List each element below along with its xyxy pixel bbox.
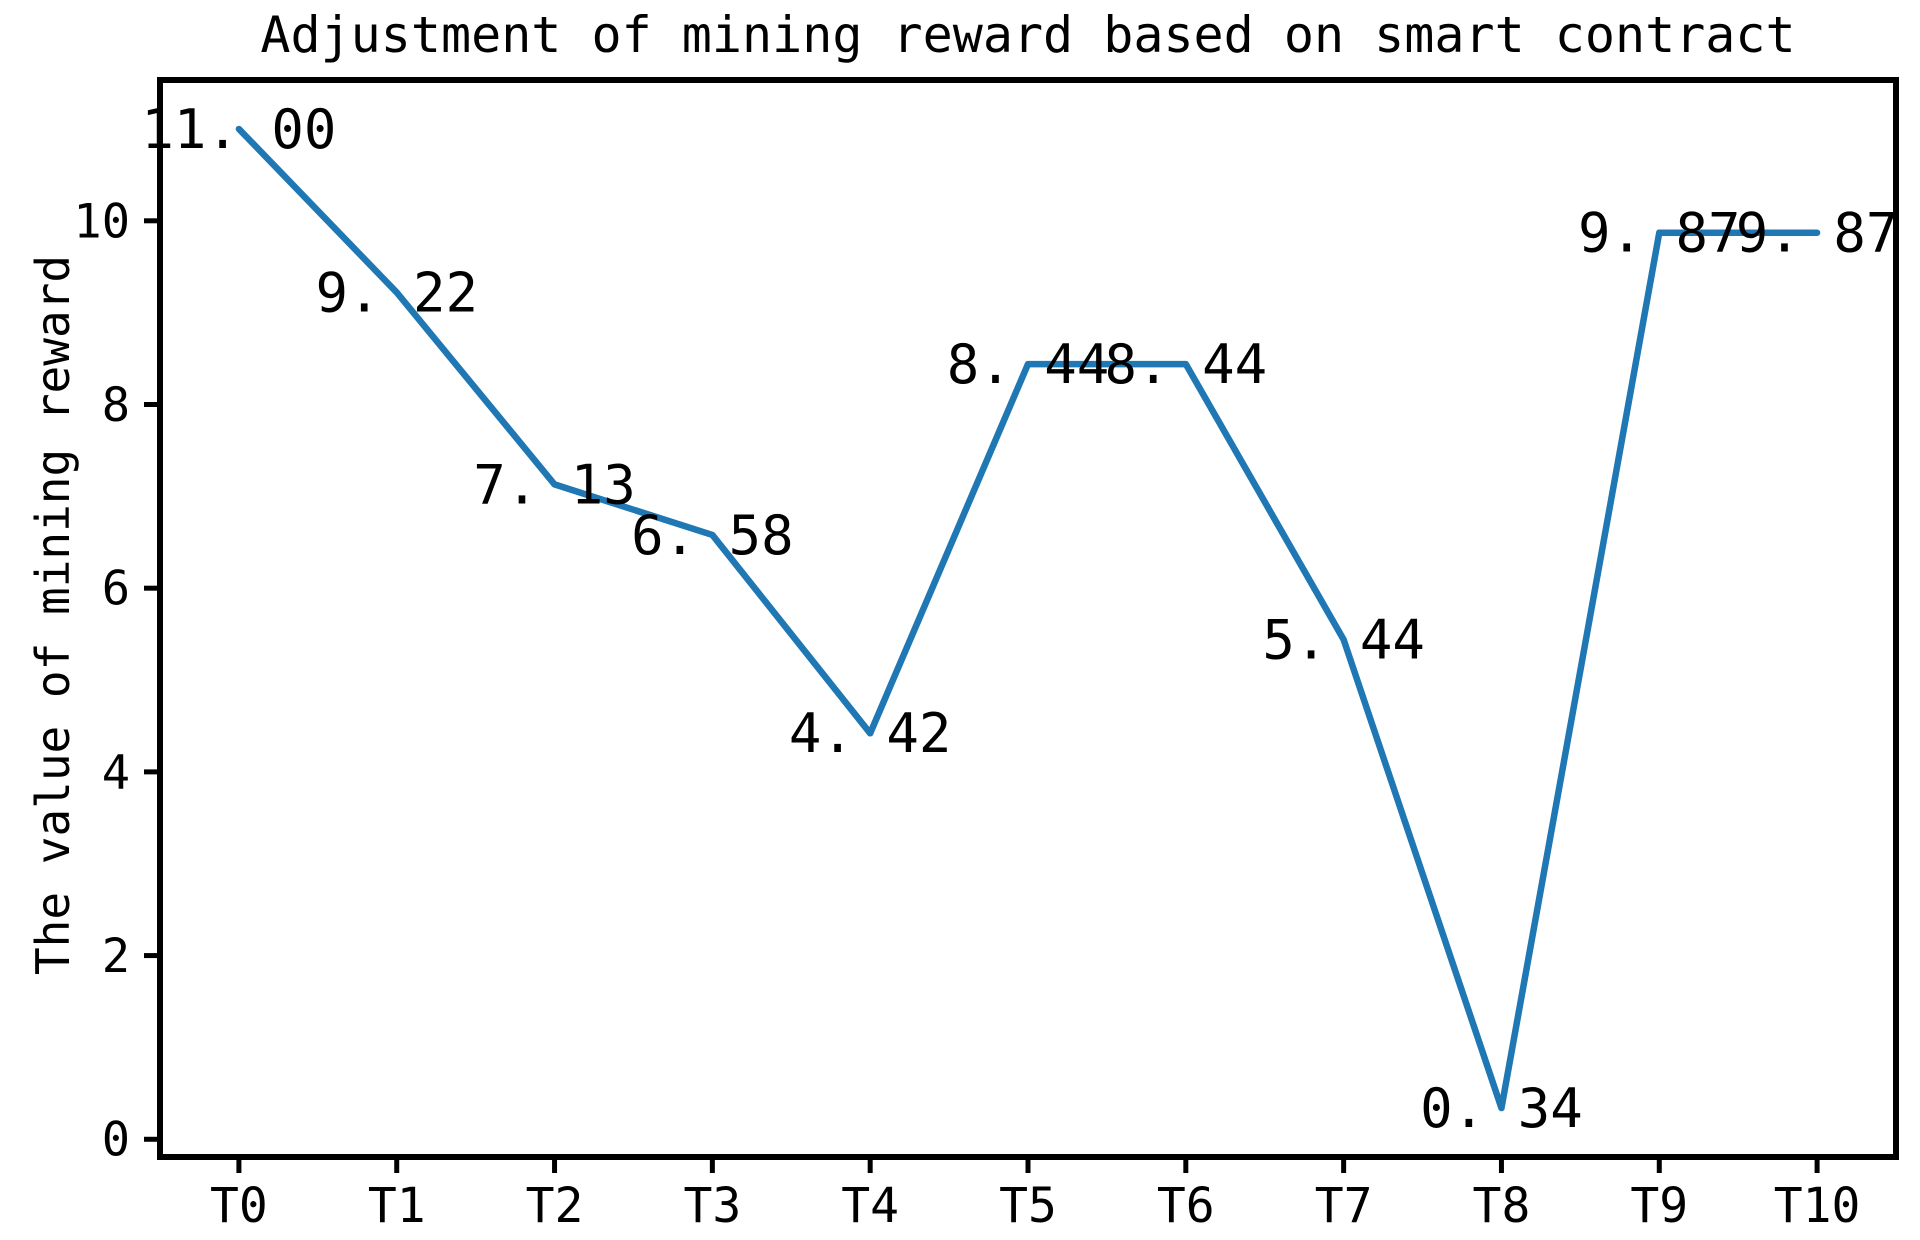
x-tick-label: T8 xyxy=(1473,1178,1531,1234)
data-point-label: 7. 13 xyxy=(473,453,636,516)
y-tick-label: 6 xyxy=(102,562,130,617)
x-tick-label: T9 xyxy=(1630,1178,1688,1234)
x-tick-label: T6 xyxy=(1157,1178,1215,1234)
data-point-label: 9. 87 xyxy=(1736,202,1899,265)
x-tick-label: T2 xyxy=(526,1178,584,1234)
data-line xyxy=(235,125,1821,1112)
x-tick-label: T1 xyxy=(368,1178,426,1234)
data-point-label: 8. 44 xyxy=(947,333,1110,396)
y-tick-label: 2 xyxy=(102,929,130,984)
x-tick-label: T10 xyxy=(1774,1178,1861,1234)
data-point-label: 9. 22 xyxy=(315,261,478,324)
x-tick-label: T0 xyxy=(210,1178,268,1234)
data-point-label: 5. 44 xyxy=(1262,609,1425,672)
y-tick-label: 10 xyxy=(73,194,130,249)
data-point-label: 6. 58 xyxy=(631,504,794,567)
x-tick-label: T4 xyxy=(841,1178,899,1234)
data-point-label: 11. 00 xyxy=(141,98,336,161)
data-point-label: 9. 87 xyxy=(1578,202,1741,265)
x-tick-label: T7 xyxy=(1315,1178,1373,1234)
y-tick-label: 0 xyxy=(102,1113,130,1168)
chart-title: Adjustment of mining reward based on sma… xyxy=(260,6,1796,64)
data-point-label: 4. 42 xyxy=(789,702,952,765)
x-tick-label: T3 xyxy=(683,1178,741,1234)
y-tick-label: 8 xyxy=(102,378,130,433)
data-point-label: 8. 44 xyxy=(1105,333,1268,396)
x-tick-label: T5 xyxy=(999,1178,1057,1234)
data-point-label: 0. 34 xyxy=(1420,1077,1583,1140)
y-tick-label: 4 xyxy=(102,745,130,800)
